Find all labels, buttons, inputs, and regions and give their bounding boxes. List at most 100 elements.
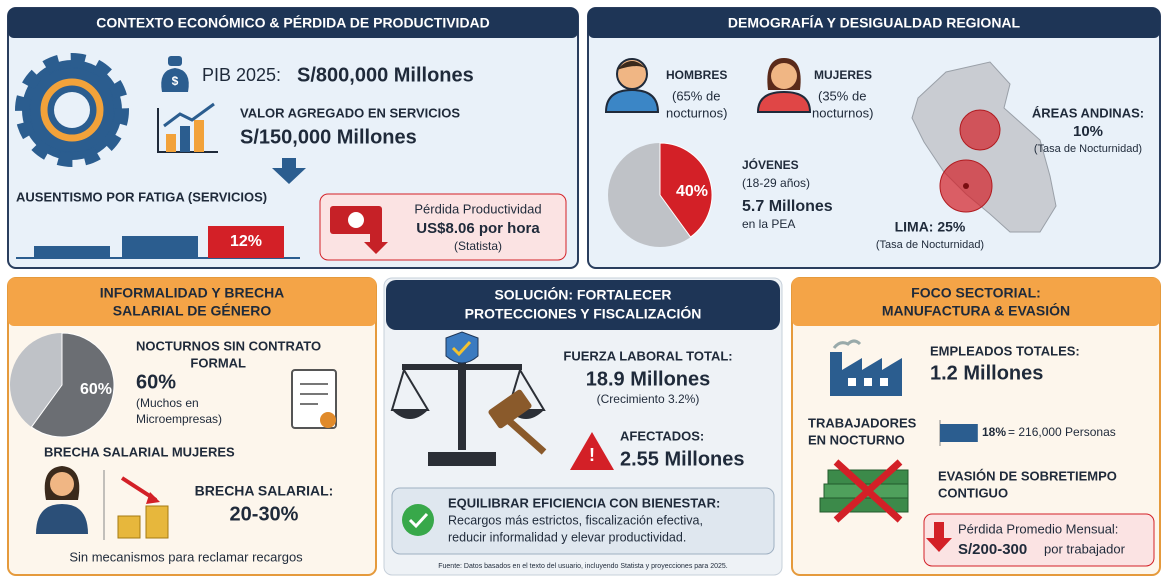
region-marker — [959, 109, 1001, 151]
gap-value: 20-30% — [230, 503, 299, 525]
pib-label: PIB 2025: — [202, 65, 281, 85]
night-pct-label: 18% — [982, 425, 1006, 439]
inf-value: 60% — [136, 371, 176, 393]
night-label: EN NOCTURNO — [808, 432, 905, 447]
andes-note: (Tasa de Nocturnidad) — [1034, 143, 1142, 155]
youth-label: JÓVENES — [742, 157, 799, 172]
services-value: S/150,000 Millones — [240, 126, 417, 148]
contract-icon — [291, 369, 337, 429]
money-icon — [330, 206, 388, 254]
callout-title: EQUILIBRAR EFICIENCIA CON BIENESTAR: — [448, 495, 720, 510]
women-note: nocturnos) — [812, 105, 873, 120]
money-bag-icon: $ — [161, 56, 189, 92]
panel-header — [588, 8, 1160, 38]
absent-value: 12% — [230, 233, 262, 250]
gear-icon — [15, 53, 129, 167]
callout-box — [391, 487, 775, 555]
money-stack-icon — [819, 459, 909, 523]
coins-icon — [117, 476, 169, 539]
women-pct: (35% de — [818, 88, 866, 103]
employees-label: EMPLEADOS TOTALES: — [930, 343, 1080, 358]
workforce-value: 18.9 Millones — [586, 368, 711, 390]
inf-note: (Muchos en — [136, 396, 199, 410]
evasion-text: EVASIÓN DE SOBRETIEMPO — [938, 468, 1117, 483]
affected-value: 2.55 Millones — [620, 448, 745, 470]
night-rest: = 216,000 Personas — [1008, 425, 1116, 439]
workforce-label: FUERZA LABORAL TOTAL: — [563, 348, 732, 363]
gap-label: BRECHA SALARIAL: — [195, 483, 334, 499]
men-pct: (65% de — [672, 88, 720, 103]
gavel-icon — [488, 389, 547, 455]
man-icon — [604, 58, 660, 113]
night-bar-group — [940, 424, 978, 442]
inf-label: FORMAL — [190, 355, 246, 370]
inf-label: NOCTURNOS SIN CONTRATO — [136, 338, 321, 353]
workforce-growth: (Crecimiento 3.2%) — [597, 392, 700, 406]
gap-title: BRECHA SALARIAL MUJERES — [44, 444, 235, 459]
lima-label: LIMA: 25% — [895, 219, 966, 235]
woman-icon — [36, 466, 88, 534]
factory-icon — [830, 339, 902, 396]
loss-source: (Statista) — [454, 239, 502, 253]
panel-title: DEMOGRAFÍA Y DESIGUALDAD REGIONAL — [728, 15, 1021, 31]
woman-icon — [756, 58, 812, 113]
panel-title: CONTEXTO ECONÓMICO & PÉRDIDA DE PRODUCTI… — [96, 14, 490, 31]
panel-title: FOCO SECTORIAL: — [911, 285, 1041, 301]
panel-title: INFORMALIDAD Y BRECHA — [100, 285, 285, 301]
loss-box — [923, 513, 1155, 567]
panel-header — [8, 8, 578, 38]
bar-decor — [122, 236, 198, 258]
youth-pie — [608, 142, 713, 247]
callout-line: reducir informalidad y elevar productivi… — [448, 530, 686, 544]
inf-footer: Sin mecanismos para reclamar recargos — [69, 549, 303, 564]
sector-loss-title: Pérdida Promedio Mensual: — [958, 521, 1118, 536]
men-label: HOMBRES — [666, 68, 727, 82]
panel-title: SOLUCIÓN: FORTALECER — [494, 286, 671, 303]
panel-header — [792, 278, 1160, 326]
warning-icon — [570, 432, 614, 470]
arrow-down — [926, 522, 952, 552]
check-mark — [408, 512, 429, 529]
sector-loss-value: S/200-300 — [958, 541, 1027, 558]
scales-icon — [390, 331, 546, 466]
panel-title: PROTECCIONES Y FISCALIZACIÓN — [465, 305, 702, 322]
chart-icon — [157, 102, 218, 153]
andes-label: ÁREAS ANDINAS: — [1032, 105, 1144, 120]
loss-title: Pérdida Productividad — [414, 201, 541, 216]
panel-header — [8, 278, 376, 326]
icon-glyph: $ — [172, 74, 179, 88]
affected-label: AFECTADOS: — [620, 428, 704, 443]
panel-title: MANUFACTURA & EVASIÓN — [882, 302, 1070, 319]
sector-loss-unit: por trabajador — [1044, 541, 1126, 556]
arrow-down — [272, 158, 306, 184]
pie-slice — [659, 142, 713, 238]
panel-header — [386, 280, 780, 330]
night-bar — [940, 424, 978, 442]
absent-label: AUSENTISMO POR FATIGA (SERVICIOS) — [16, 189, 267, 204]
panel-title: SALARIAL DE GÉNERO — [113, 303, 272, 319]
region-dot — [963, 183, 969, 189]
andes-value: 10% — [1073, 123, 1103, 140]
youth-ages: (18-29 años) — [742, 176, 810, 190]
lima-note: (Tasa de Nocturnidad) — [876, 239, 984, 251]
youth-note: en la PEA — [742, 217, 795, 231]
bar-decor — [34, 246, 110, 258]
absent-box — [208, 226, 284, 258]
pie-slice — [30, 332, 115, 438]
evasion-text: CONTIGUO — [938, 485, 1008, 500]
informality-pie — [10, 332, 115, 438]
loss-value: US$8.06 por hora — [416, 220, 540, 237]
youth-pie-label: 40% — [676, 183, 708, 200]
callout-line: Recargos más estrictos, fiscalización ef… — [448, 513, 703, 527]
pib-value: S/800,000 Millones — [297, 64, 474, 86]
youth-value: 5.7 Millones — [742, 198, 833, 215]
inf-note: Microempresas) — [136, 412, 222, 426]
source: Fuente: Datos basados en el texto del us… — [438, 563, 728, 570]
men-note: nocturnos) — [666, 105, 727, 120]
icon-glyph: ! — [589, 445, 595, 465]
women-label: MUJERES — [814, 68, 872, 82]
check-icon — [402, 504, 434, 536]
employees-value: 1.2 Millones — [930, 362, 1043, 384]
services-label: VALOR AGREGADO EN SERVICIOS — [240, 105, 460, 120]
